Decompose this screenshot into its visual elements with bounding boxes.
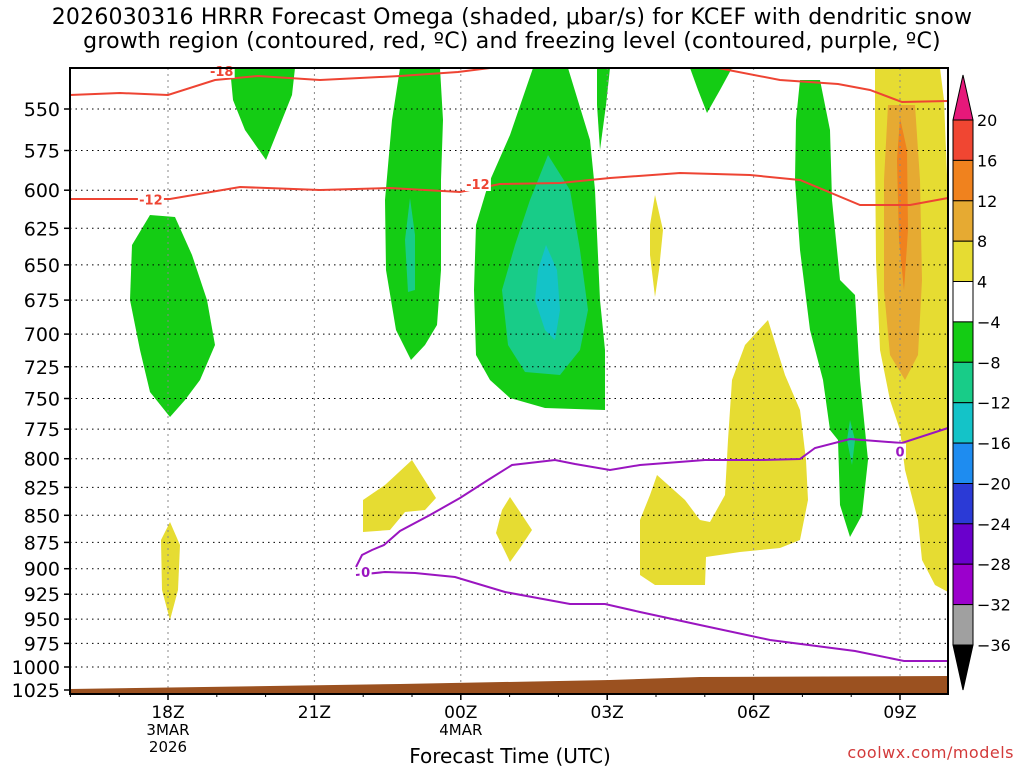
x-tick-label: 4MAR bbox=[439, 721, 482, 739]
contour-label-bg bbox=[359, 563, 372, 579]
y-tick-label: 700 bbox=[24, 324, 60, 346]
title-line-1: 2026030316 HRRR Forecast Omega (shaded, … bbox=[51, 5, 973, 30]
y-tick-label: 1000 bbox=[12, 657, 60, 679]
colorbar-label: −4 bbox=[977, 313, 1001, 332]
colorbar-label: 20 bbox=[977, 111, 997, 130]
colorbar-label: 16 bbox=[977, 151, 997, 170]
y-tick-label: 975 bbox=[24, 633, 60, 655]
omega-up-strong-region bbox=[847, 420, 855, 465]
omega-up-region bbox=[690, 68, 732, 113]
contour-label-bg bbox=[208, 62, 235, 78]
omega-up-strong-region bbox=[535, 245, 560, 340]
omega-down-region bbox=[161, 522, 180, 620]
omega-down-region bbox=[363, 460, 436, 532]
isotherms bbox=[69, 67, 949, 662]
colorbar-label: −20 bbox=[977, 475, 1011, 494]
colorbar-bin bbox=[952, 483, 974, 525]
x-tick-label: 21Z bbox=[298, 703, 331, 723]
colorbar-label: −36 bbox=[977, 636, 1011, 655]
isotherm-minus-18 bbox=[69, 67, 491, 97]
source-watermark: coolwx.com/models bbox=[847, 743, 1014, 762]
colorbar-bin bbox=[952, 119, 974, 161]
y-tick-label: 925 bbox=[24, 584, 60, 606]
colorbar-label: −16 bbox=[977, 434, 1011, 453]
colorbar-label: −12 bbox=[977, 394, 1011, 413]
y-tick-label: 600 bbox=[24, 180, 60, 202]
y-tick-label: 875 bbox=[24, 532, 60, 554]
omega-down-region bbox=[496, 497, 532, 562]
y-tick-label: 800 bbox=[24, 449, 60, 471]
x-tick-label: 18Z bbox=[151, 703, 184, 723]
y-tick-label: 650 bbox=[24, 255, 60, 277]
colorbar-bin bbox=[952, 159, 974, 202]
colorbar-bin bbox=[952, 563, 974, 606]
omega-colorbar: 20 16 12 8 4 −4 −8 −12 −16 −20 −24 −28 −32 −36 bbox=[952, 74, 1011, 691]
colorbar-bin bbox=[952, 200, 974, 242]
isotherm-minus-18 bbox=[717, 67, 949, 104]
freezing-level-0c bbox=[355, 427, 949, 568]
y-tick-label: 575 bbox=[24, 141, 60, 163]
y-tick-label: 825 bbox=[24, 477, 60, 499]
colorbar-label: −28 bbox=[977, 555, 1011, 574]
freezing-level-0c bbox=[355, 570, 948, 662]
x-tick-label: 2026 bbox=[149, 738, 187, 756]
y-tick-label: 950 bbox=[24, 609, 60, 631]
omega-shading bbox=[130, 68, 948, 620]
contour-label-bg bbox=[894, 443, 906, 459]
omega-up-strong-region bbox=[405, 198, 415, 292]
colorbar-max-triangle bbox=[952, 74, 974, 121]
x-tick-label: 00Z bbox=[444, 703, 477, 723]
colorbar-label: −8 bbox=[977, 353, 1001, 372]
colorbar-bin bbox=[952, 240, 974, 283]
colorbar-label: 12 bbox=[977, 192, 997, 211]
y-tick-label: 900 bbox=[24, 559, 60, 581]
contour-label: -12 bbox=[466, 178, 490, 193]
ground-surface bbox=[70, 676, 948, 694]
x-axis-title: Forecast Time (UTC) bbox=[409, 744, 611, 768]
colorbar-bin bbox=[952, 402, 974, 444]
omega-up-region bbox=[130, 215, 215, 417]
y-tick-label: 725 bbox=[24, 357, 60, 379]
x-tick-label: 03Z bbox=[591, 703, 624, 723]
colorbar-bin bbox=[952, 523, 974, 565]
colorbar-bin bbox=[952, 604, 974, 646]
plot-frame bbox=[69, 67, 949, 695]
colorbar-label: 8 bbox=[977, 232, 987, 251]
x-tick-label: 06Z bbox=[737, 703, 770, 723]
contour-label: 0 bbox=[361, 566, 370, 581]
omega-down-region bbox=[650, 195, 663, 297]
colorbar-label: −24 bbox=[977, 515, 1011, 534]
contour-label-bg bbox=[464, 176, 491, 191]
colorbar-bin bbox=[952, 361, 974, 404]
colorbar-bin bbox=[952, 281, 974, 323]
contour-label: -12 bbox=[139, 194, 163, 209]
y-axis-pressure-labels: 550 575 600 625 650 675 700 725 750 775 800 825 850 8… bbox=[12, 99, 60, 702]
y-tick-label: 675 bbox=[24, 290, 60, 312]
colorbar-label: 4 bbox=[977, 273, 987, 292]
y-tick-label: 775 bbox=[24, 419, 60, 441]
x-tick-label: 3MAR bbox=[146, 721, 189, 739]
colorbar-label: −32 bbox=[977, 596, 1011, 615]
contour-label: 0 bbox=[895, 446, 904, 461]
y-tick-label: 1025 bbox=[12, 680, 60, 702]
omega-up-region bbox=[230, 68, 295, 160]
title-line-2: growth region (contoured, red, ºC) and f… bbox=[83, 29, 941, 54]
y-tick-label: 850 bbox=[24, 505, 60, 527]
isotherm-minus-12 bbox=[70, 171, 949, 206]
y-tick-label: 750 bbox=[24, 389, 60, 411]
chart-title: 2026030316 HRRR Forecast Omega (shaded, … bbox=[0, 6, 1024, 54]
y-tick-label: 550 bbox=[24, 99, 60, 121]
colorbar-min-triangle bbox=[952, 644, 974, 691]
x-tick-label: 09Z bbox=[883, 703, 916, 723]
contour-label-bg bbox=[137, 191, 164, 207]
colorbar-bin bbox=[952, 442, 974, 485]
omega-down-region bbox=[640, 320, 808, 585]
omega-up-region bbox=[385, 68, 443, 360]
y-tick-label: 625 bbox=[24, 218, 60, 240]
colorbar-bin bbox=[952, 321, 974, 363]
